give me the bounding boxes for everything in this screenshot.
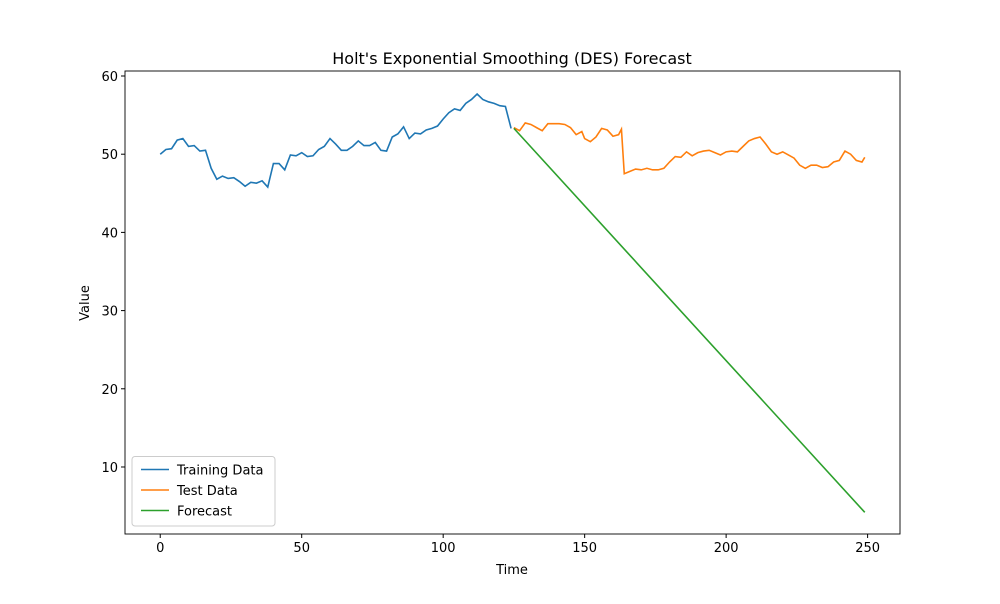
x-tick-label: 200 bbox=[714, 541, 739, 556]
y-tick-label: 40 bbox=[101, 226, 118, 241]
x-axis-label: Time bbox=[495, 563, 528, 578]
chart-title: Holt's Exponential Smoothing (DES) Forec… bbox=[332, 49, 691, 68]
legend-label: Test Data bbox=[176, 484, 238, 499]
x-tick-label: 0 bbox=[156, 541, 164, 556]
legend-label: Forecast bbox=[177, 505, 232, 520]
legend-box bbox=[131, 456, 276, 527]
y-tick-label: 60 bbox=[101, 70, 118, 85]
y-axis-label: Value bbox=[78, 285, 93, 321]
y-tick-label: 30 bbox=[101, 305, 118, 320]
series-line bbox=[513, 127, 866, 513]
x-tick-label: 250 bbox=[855, 541, 880, 556]
series-line bbox=[159, 92, 512, 189]
series-line bbox=[513, 122, 866, 175]
plot-frame bbox=[124, 70, 901, 535]
x-tick-label: 150 bbox=[572, 541, 597, 556]
x-tick-label: 100 bbox=[431, 541, 456, 556]
y-tick-label: 50 bbox=[101, 148, 118, 163]
x-tick-label: 50 bbox=[293, 541, 310, 556]
legend-label: Training Data bbox=[176, 464, 263, 479]
y-tick-label: 20 bbox=[101, 383, 118, 398]
y-tick-label: 10 bbox=[101, 461, 118, 476]
